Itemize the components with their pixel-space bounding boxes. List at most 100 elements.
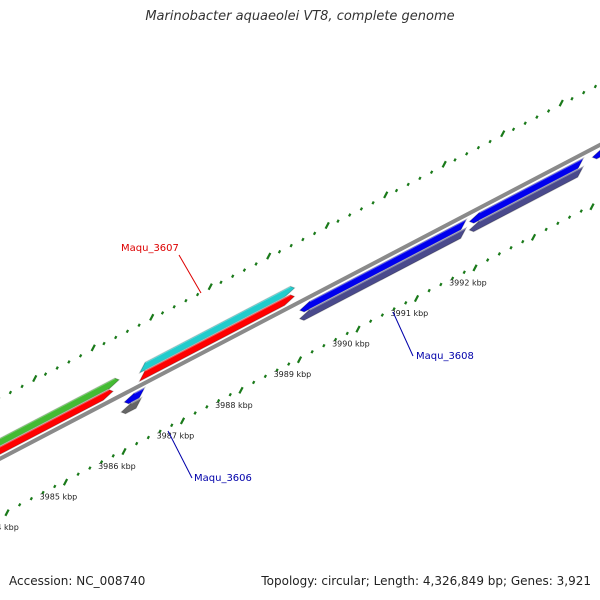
inner-scale-tick xyxy=(99,460,104,464)
accession-text: Accession: NC_008740 xyxy=(9,574,146,588)
green-gene-left xyxy=(0,377,120,447)
inner-scale-tick xyxy=(41,490,45,495)
outer-scale-tick xyxy=(476,145,481,150)
gene-label-maqu_3606: Maqu_3606 xyxy=(194,473,252,484)
green-gene-left-highlight xyxy=(0,377,116,440)
outer-scale-tick xyxy=(429,170,434,175)
outer-scale-tick xyxy=(301,237,305,242)
outer-scale-tick xyxy=(406,182,410,187)
outer-scale-tick xyxy=(137,323,141,328)
inner-scale-tick xyxy=(404,301,408,305)
inner-scale-tick xyxy=(392,307,396,311)
leader-line-maqu_3606 xyxy=(167,430,193,479)
outer-scale-tick xyxy=(289,243,293,248)
blue-cds-maqu-3606 xyxy=(123,386,146,405)
inner-scale-tick xyxy=(205,405,209,409)
inner-scale-tick xyxy=(368,319,373,324)
outer-scale-tick xyxy=(102,341,106,346)
leader-line-maqu_3607 xyxy=(178,254,202,294)
red-cds-maqu-3607-highlight xyxy=(144,293,291,372)
inner-scale-tick xyxy=(322,343,326,348)
outer-scale-tick xyxy=(242,268,247,272)
outer-scale-tick xyxy=(359,207,364,211)
outer-scale-tick xyxy=(371,200,375,205)
outer-scale-tick xyxy=(558,99,564,107)
inner-scale-tick xyxy=(521,239,525,244)
outer-scale-tick xyxy=(149,313,155,321)
genome-stats-text: Topology: circular; Length: 4,326,849 bp… xyxy=(261,574,591,588)
inner-scale-tick xyxy=(462,270,466,275)
inner-scale-tick xyxy=(556,221,560,226)
inner-scale-tick xyxy=(134,441,139,446)
outer-scale-tick xyxy=(441,160,447,168)
inner-scale-tick xyxy=(579,209,583,213)
inner-scale-tick xyxy=(62,478,69,486)
inner-scale-tick xyxy=(88,466,92,470)
inner-scale-tick xyxy=(296,356,303,364)
inner-scale-tick xyxy=(29,496,34,501)
blue-cds-maqu-3608 xyxy=(298,218,468,313)
outer-scale-tick xyxy=(219,280,223,285)
inner-scale-tick xyxy=(238,386,244,394)
outer-scale-tick xyxy=(78,353,83,358)
outer-scale-tick xyxy=(488,139,492,144)
inner-scale-tick xyxy=(76,472,80,477)
inner-scale-tick xyxy=(251,380,256,385)
scale-label: 3987 kbp xyxy=(157,431,195,440)
inner-scale-tick xyxy=(589,203,595,211)
outer-scale-tick xyxy=(172,304,176,309)
inner-scale-tick xyxy=(427,288,431,293)
scale-label: 3991 kbp xyxy=(391,309,429,318)
outer-scale-tick xyxy=(465,151,469,156)
outer-scale-tick xyxy=(184,298,188,303)
inner-scale-tick xyxy=(509,245,513,250)
blue-cds-next-highlight xyxy=(478,157,584,214)
gray-gene-maqu-3606-highlight xyxy=(130,396,143,404)
inner-scale-tick xyxy=(275,368,279,373)
scale-label: 3984 kbp xyxy=(0,523,19,532)
inner-scale-tick xyxy=(216,398,221,403)
scale-label: 3989 kbp xyxy=(274,370,312,379)
purple-gene-next xyxy=(468,165,585,233)
outer-scale-tick xyxy=(324,221,330,230)
inner-scale-tick xyxy=(179,417,186,425)
scale-label: 3988 kbp xyxy=(215,401,253,410)
inner-scale-tick xyxy=(263,374,268,379)
inner-scale-tick xyxy=(310,349,314,354)
leader-line-maqu_3608 xyxy=(392,311,414,357)
outer-scale-tick xyxy=(32,374,38,383)
red-cds-left xyxy=(0,389,114,455)
outer-scale-tick xyxy=(312,231,317,236)
inner-scale-tick xyxy=(380,313,385,317)
blue-cds-next xyxy=(468,156,585,224)
gene-label-maqu_3608: Maqu_3608 xyxy=(416,351,474,362)
inner-scale-tick xyxy=(146,435,151,440)
inner-scale-tick xyxy=(439,282,443,287)
outer-scale-tick xyxy=(383,191,389,199)
inner-scale-tick xyxy=(345,331,349,336)
outer-scale-tick xyxy=(523,121,527,126)
inner-scale-tick xyxy=(287,362,291,366)
gray-gene-maqu-3606 xyxy=(120,396,143,415)
inner-scale-tick xyxy=(17,502,22,507)
inner-scale-tick xyxy=(4,509,10,517)
outer-scale-tick xyxy=(394,188,399,193)
inner-scale-tick xyxy=(170,423,174,428)
purple-gene-next-highlight xyxy=(478,165,584,222)
outer-scale-tick xyxy=(90,344,96,352)
blue-cds-maqu-3608-highlight xyxy=(309,218,467,303)
outer-scale-tick xyxy=(195,292,200,297)
outer-scale-tick xyxy=(43,372,48,376)
outer-scale-tick xyxy=(231,274,235,279)
outer-scale-tick xyxy=(160,311,165,315)
outer-scale-tick xyxy=(535,115,539,119)
inner-scale-tick xyxy=(121,447,127,456)
inner-scale-tick xyxy=(355,325,361,333)
outer-scale-tick xyxy=(348,213,352,217)
outer-scale-tick xyxy=(336,219,340,223)
page-title: Marinobacter aquaeolei VT8, complete gen… xyxy=(145,9,455,24)
scale-label: 3986 kbp xyxy=(98,462,136,471)
outer-scale-tick xyxy=(453,158,457,162)
